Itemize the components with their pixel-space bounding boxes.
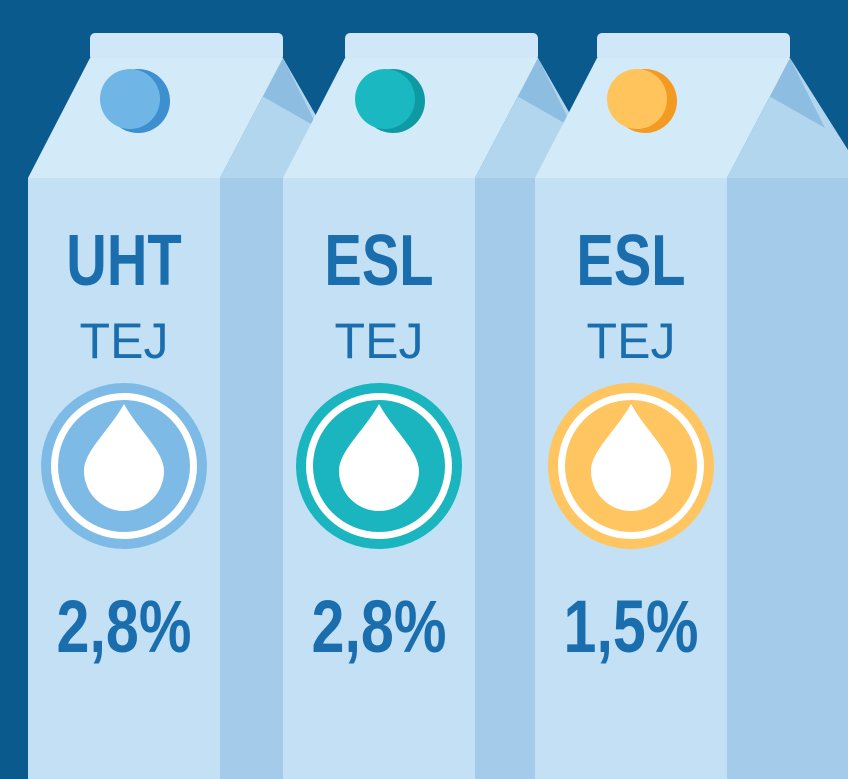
fat-content: 1,5% (564, 586, 699, 669)
carton-fin (90, 33, 283, 61)
carton-side (727, 178, 848, 779)
illustration: UHT TEJ 2,8% ESL TEJ 2,8% ESL TEJ 1,5% (0, 0, 848, 779)
product-name: TEJ (80, 313, 169, 369)
milk-type: ESL (576, 220, 685, 300)
cap (355, 69, 415, 129)
fat-content: 2,8% (57, 586, 192, 669)
milk-type: UHT (66, 220, 181, 300)
carton-fin (597, 33, 790, 61)
fat-content: 2,8% (312, 586, 447, 669)
cap (607, 69, 667, 129)
page: UHTTEJ2,8%ESLTEJ2,8%ESLTEJ1,5% (() => { … (0, 0, 848, 779)
product-name: TEJ (335, 313, 424, 369)
cap (100, 69, 160, 129)
carton: ESL TEJ 1,5% (535, 33, 848, 779)
product-name: TEJ (587, 313, 676, 369)
milk-type: ESL (324, 220, 433, 300)
carton-fin (345, 33, 538, 61)
